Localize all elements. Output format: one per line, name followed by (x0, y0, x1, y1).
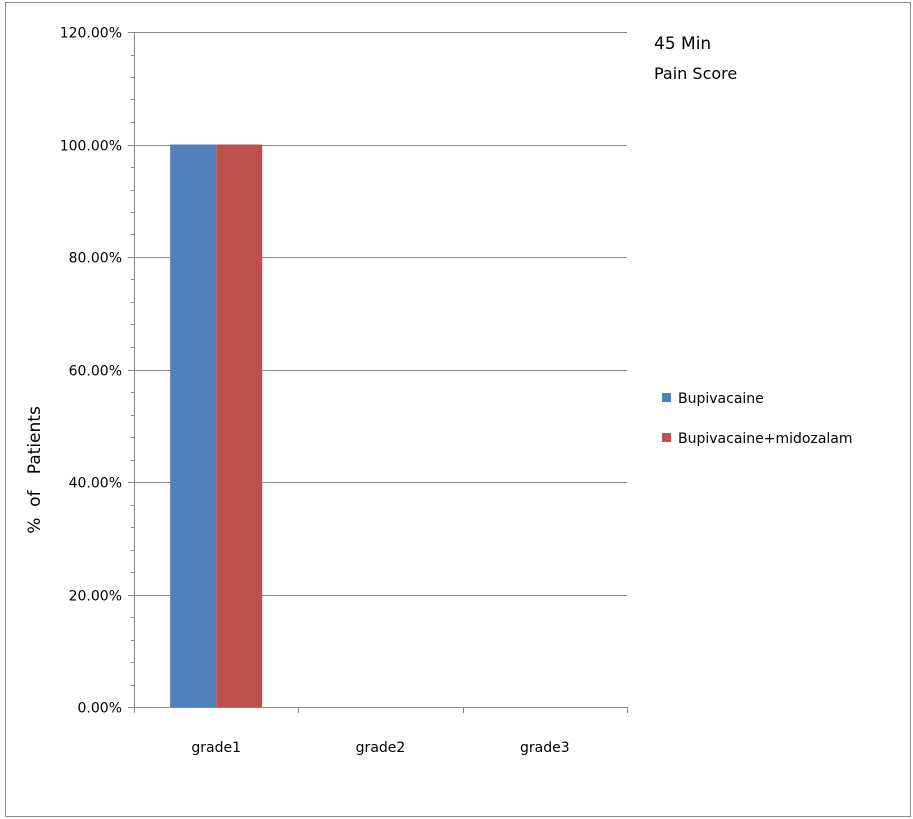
y-tick-label: 0.00% (78, 701, 122, 717)
y-tick-label: 40.00% (69, 476, 122, 492)
y-tick-label: 100.00% (60, 139, 122, 155)
y-tick-label: 20.00% (69, 589, 122, 605)
legend: Bupivacaine Bupivacaine+midozalam (662, 391, 853, 447)
chart-title-line-1: 45 Min (654, 34, 711, 54)
x-tick-label: grade1 (191, 740, 241, 756)
y-tick-label: 80.00% (69, 251, 122, 267)
legend-swatch (662, 393, 671, 402)
y-axis-title: % of Patients (25, 406, 45, 534)
bars (170, 144, 263, 707)
legend-swatch (662, 433, 671, 442)
legend-label: Bupivacaine+midozalam (678, 431, 853, 447)
bar-grade1-series-1 (170, 144, 217, 707)
y-tick-label: 60.00% (69, 364, 122, 380)
chart-frame (5, 2, 911, 817)
y-tick-label: 120.00% (60, 26, 122, 42)
x-axis-ticks (134, 707, 628, 713)
y-tick-labels: 0.00% 20.00% 40.00% 60.00% 80.00% 100.00% 120.… (60, 26, 122, 717)
chart-title-line-2: Pain Score (654, 64, 737, 83)
legend-label: Bupivacaine (678, 391, 764, 407)
x-tick-label: grade3 (520, 740, 570, 756)
x-tick-label: grade2 (356, 740, 406, 756)
x-tick-labels: grade1 grade2 grade3 (191, 740, 569, 756)
y-minor-ticks (131, 55, 134, 686)
bar-grade1-series-2 (216, 144, 263, 707)
